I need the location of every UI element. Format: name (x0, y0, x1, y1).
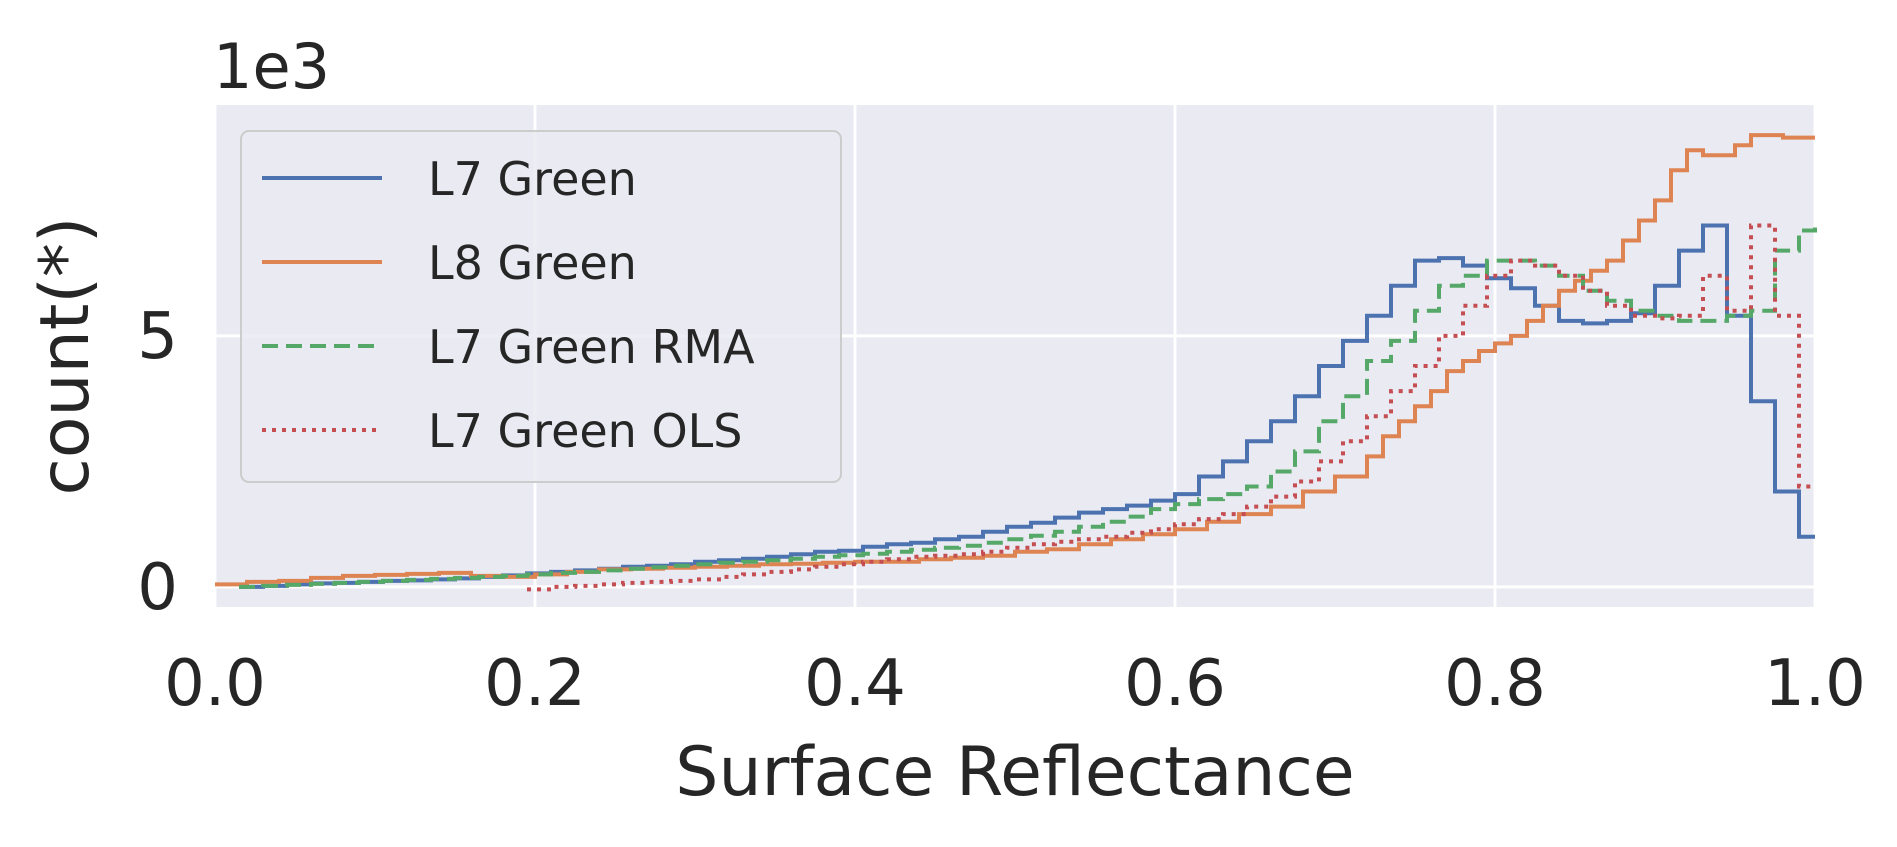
x-axis-label: Surface Reflectance (675, 733, 1354, 812)
legend-label: L7 Green OLS (428, 404, 742, 458)
series-lines (215, 133, 1817, 592)
x-tick-labels: 0.0 0.2 0.4 0.6 0.8 1.0 (164, 647, 1866, 721)
x-tick-label: 0.6 (1124, 647, 1226, 721)
y-tick-label: 0 (137, 551, 178, 625)
x-tick-label: 0.4 (804, 647, 906, 721)
y-axis-label: count(*) (26, 217, 105, 496)
series-line-l7-green-ols (527, 223, 1815, 592)
legend: L7 Green L8 Green L7 Green RMA L7 Green OLS (240, 130, 842, 483)
x-tick-label: 0.0 (164, 647, 266, 721)
x-tick-label: 0.8 (1444, 647, 1546, 721)
legend-label: L8 Green (428, 236, 637, 290)
x-tick-label: 1.0 (1764, 647, 1866, 721)
legend-box (240, 130, 842, 483)
x-tick-label: 0.2 (484, 647, 586, 721)
series-line-l7-green-rma (239, 225, 1817, 589)
legend-label: L7 Green (428, 152, 637, 206)
legend-label: L7 Green RMA (428, 320, 755, 374)
y-offset-label: 1e3 (213, 30, 330, 103)
y-tick-labels: 05 (137, 300, 178, 625)
y-tick-label: 5 (137, 300, 178, 374)
